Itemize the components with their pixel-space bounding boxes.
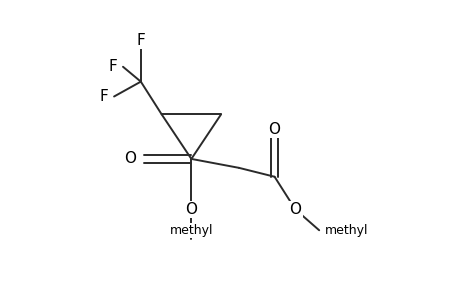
- Text: F: F: [108, 59, 117, 74]
- Text: F: F: [136, 32, 145, 47]
- Text: O: O: [268, 122, 280, 137]
- Text: methyl: methyl: [325, 224, 368, 237]
- Text: O: O: [185, 202, 197, 217]
- Text: O: O: [124, 152, 136, 166]
- Text: F: F: [99, 89, 108, 104]
- Text: O: O: [289, 202, 301, 217]
- Text: methyl: methyl: [169, 224, 213, 237]
